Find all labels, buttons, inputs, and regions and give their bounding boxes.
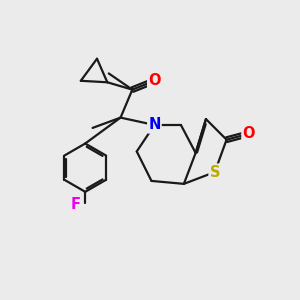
Text: N: N	[148, 118, 160, 133]
Text: O: O	[242, 126, 255, 141]
Text: S: S	[209, 165, 220, 180]
Text: O: O	[148, 73, 161, 88]
Text: F: F	[71, 197, 81, 212]
